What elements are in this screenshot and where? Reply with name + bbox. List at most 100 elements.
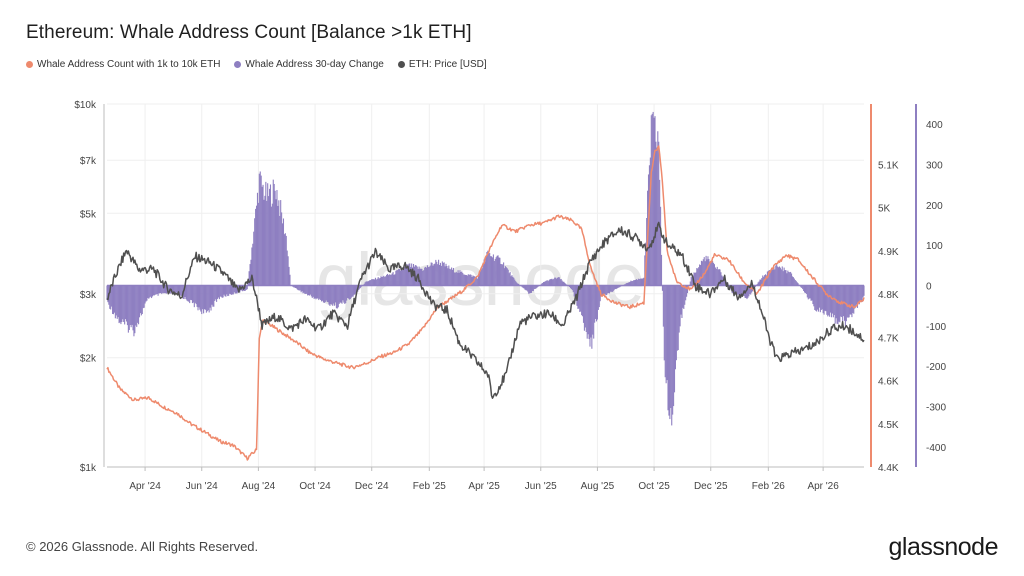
x-tick-label: Dec '24 [355,481,389,492]
whale-change-bar [164,285,167,294]
whale-change-bar [275,199,277,286]
whale-change-bar [679,285,681,327]
change-tick-label: 0 [926,282,932,293]
whale-change-bar [344,285,346,304]
legend-item-whale-count[interactable]: Whale Address Count with 1k to 10k ETH [26,59,220,70]
whale-change-bar [412,267,414,286]
whale-change-bar [771,267,773,286]
whale-change-bar [346,285,348,301]
whale-change-bar [220,285,222,297]
chart-axes: $1k $2k $3k $5k $7k $10k 4.4K 4.5K 4.6K 4.7K 4.8K 4… [74,100,946,492]
whale-change-bar [584,285,586,328]
whale-change-bar [592,285,594,335]
whale-change-bar [336,285,338,309]
whale-change-bar [613,285,615,291]
whale-change-bar [124,285,126,325]
whale-change-bar [284,233,286,286]
whale-change-bar [791,273,793,286]
whale-change-bar [666,285,668,381]
whale-change-bar [136,285,138,327]
whale-change-bar [790,271,792,286]
whale-change-bar [857,285,859,304]
x-tick-label: Aug '25 [581,481,615,492]
whale-change-bar [575,285,577,301]
legend-item-whale-change[interactable]: Whale Address 30-day Change [234,59,384,70]
whale-change-bar [582,285,585,323]
whale-change-bar [212,285,214,307]
whale-change-bar [757,282,759,286]
whale-change-bar [135,285,137,326]
whale-change-bar [834,285,836,324]
whale-change-bar [257,202,259,286]
whale-change-bar [741,285,743,297]
copyright-text: © 2026 Glassnode. All Rights Reserved. [26,539,259,554]
whale-change-bar [719,269,721,286]
count-tick-label: 5.1K [878,161,899,172]
x-tick-label: Oct '24 [299,481,331,492]
whale-change-bar [368,280,370,286]
whale-change-bar [196,285,198,307]
whale-change-bar [825,285,827,312]
whale-change-bar [504,266,507,286]
whale-change-bar [560,279,562,286]
whale-change-bar [673,285,675,407]
whale-change-bar [327,285,329,303]
change-tick-label: -300 [926,403,946,414]
whale-change-bar [434,263,436,286]
whale-change-bar [157,285,159,296]
whale-change-bar [348,285,350,300]
whale-change-bar [691,277,693,286]
whale-change-bar [454,272,456,286]
count-tick-label: 4.4K [878,463,899,474]
whale-change-bar [530,285,533,293]
whale-change-bar [375,279,377,286]
whale-change-bar [590,285,592,338]
whale-change-bar [341,285,343,304]
whale-change-bar [683,285,685,309]
whale-change-bar [689,281,691,286]
whale-change-bar [858,285,860,305]
legend-label-whale-change: Whale Address 30-day Change [245,59,384,70]
whale-change-bar [476,276,478,286]
whale-change-bar [125,285,127,320]
x-tick-label: Jun '25 [525,481,557,492]
whale-change-bar [811,285,813,301]
whale-change-bar [515,281,517,286]
whale-change-bar [250,259,252,286]
whale-change-bar [569,285,572,289]
whale-change-bar [364,282,366,286]
whale-change-bar [315,285,317,300]
whale-change-bar [270,206,272,286]
whale-change-bar [353,285,355,295]
whale-change-bar [233,285,235,293]
whale-change-bar [155,285,157,295]
whale-change-bar [543,282,545,286]
whale-change-bar [817,285,820,312]
whale-change-bar [634,279,637,286]
whale-change-bar [532,285,534,292]
count-tick-label: 5K [878,204,891,215]
whale-change-bar [120,285,122,325]
whale-change-bar [219,285,221,297]
legend-item-eth-price[interactable]: ETH: Price [USD] [397,59,487,70]
whale-change-bar [740,285,742,296]
whale-change-bar [491,257,494,286]
whale-change-bar [456,272,458,286]
whale-change-bar [171,285,173,295]
whale-change-bar [772,269,774,286]
whale-change-bar [151,285,153,299]
glassnode-logo[interactable]: glassnode [888,533,999,561]
whale-change-bar [326,285,328,302]
whale-change-bar [122,285,124,320]
whale-change-bar [677,285,679,351]
whale-change-bar [380,276,382,286]
whale-change-bar [427,267,429,286]
whale-change-bar [769,270,771,286]
whale-change-bar [685,285,687,301]
whale-change-bar [724,279,726,286]
whale-change-bar [293,285,295,288]
whale-change-bar [371,279,373,286]
whale-change-bar [676,285,678,351]
whale-change-bar [317,285,319,299]
whale-change-bar [203,285,206,310]
